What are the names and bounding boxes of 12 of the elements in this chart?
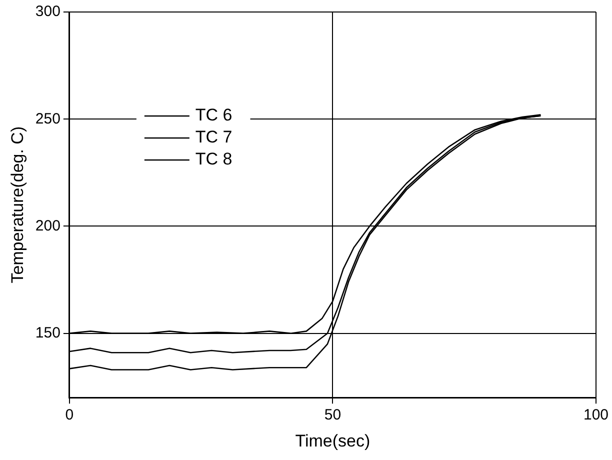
legend-label: TC 8 <box>195 150 232 169</box>
y-tick-label: 300 <box>35 3 60 20</box>
x-tick-label: 0 <box>65 406 74 424</box>
x-axis-title: Time(sec) <box>295 431 370 450</box>
y-tick-label: 250 <box>35 110 60 128</box>
y-axis-title: Temperature(deg. C) <box>8 126 27 284</box>
y-tick-label: 150 <box>35 324 60 342</box>
x-tick-label: 100 <box>583 406 609 424</box>
x-tick-label: 50 <box>324 406 342 424</box>
legend-label: TC 6 <box>195 106 232 125</box>
y-tick-label: 200 <box>35 217 60 234</box>
legend-label: TC 7 <box>195 128 232 147</box>
